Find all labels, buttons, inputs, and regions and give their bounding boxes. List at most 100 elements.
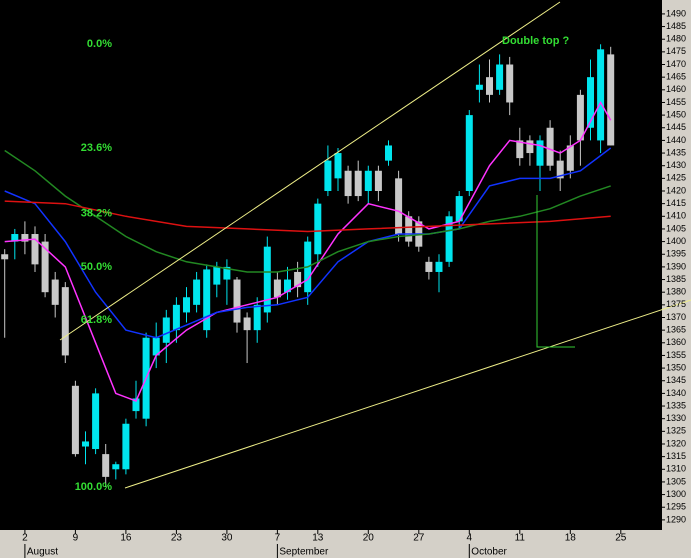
- x-tick-label: 16: [120, 533, 132, 544]
- y-tick-label: 1450: [666, 109, 686, 119]
- y-tick-label: 1370: [666, 312, 686, 322]
- moving-average: [4, 147, 612, 339]
- y-tick-label: 1470: [666, 59, 686, 69]
- moving-average: [4, 200, 611, 233]
- x-tick-label: 11: [515, 533, 526, 544]
- candle-body: [233, 279, 241, 323]
- candle-body: [364, 170, 372, 192]
- y-tick-label: 1360: [666, 337, 686, 347]
- y-tick-label: 1400: [666, 236, 686, 246]
- fib-label: 0.0%: [87, 38, 112, 50]
- y-tick-label: 1380: [666, 287, 686, 297]
- y-tick-label: 1325: [666, 426, 686, 436]
- candle-body: [122, 423, 130, 470]
- y-tick-label: 1290: [666, 514, 686, 524]
- y-tick-label: 1295: [666, 502, 686, 512]
- fib-label: 61.8%: [81, 314, 112, 326]
- candle-body: [405, 216, 413, 242]
- candle-body: [92, 393, 100, 450]
- candle-body: [576, 94, 584, 141]
- moving-average: [4, 100, 612, 402]
- candle-body: [324, 160, 332, 192]
- y-tick-label: 1385: [666, 274, 686, 284]
- fib-label: 38.2%: [81, 208, 112, 220]
- x-tick-label: 7: [275, 533, 281, 544]
- candle-body: [203, 269, 211, 331]
- candle-body: [556, 160, 564, 179]
- candle-body: [607, 54, 615, 146]
- y-tick-label: 1375: [666, 299, 686, 309]
- fib-label: 100.0%: [75, 481, 113, 493]
- candle-body: [213, 266, 221, 285]
- candle-body: [193, 279, 201, 305]
- y-tick-label: 1490: [666, 8, 686, 18]
- x-tick-label: 9: [73, 533, 79, 544]
- candle-body: [445, 216, 453, 262]
- candle-body: [273, 279, 281, 298]
- y-tick-label: 1460: [666, 84, 686, 94]
- candle-body: [51, 279, 59, 305]
- candle-body: [314, 203, 322, 255]
- moving-average: [4, 149, 611, 273]
- y-tick-label: 1410: [666, 211, 686, 221]
- fib-label: 50.0%: [81, 261, 112, 273]
- y-tick-label: 1350: [666, 362, 686, 372]
- candle-body: [71, 385, 79, 455]
- y-tick-label: 1340: [666, 388, 686, 398]
- projection-line: [536, 195, 575, 348]
- candle-body: [496, 64, 504, 90]
- y-tick-label: 1320: [666, 438, 686, 448]
- candle-body: [284, 279, 291, 293]
- y-tick-label: 1415: [666, 198, 686, 208]
- candle-body: [526, 140, 534, 154]
- candle-body: [243, 317, 251, 331]
- candle-body: [506, 64, 514, 103]
- candle-body: [597, 49, 605, 141]
- candle-body: [112, 464, 120, 470]
- y-tick-label: 1435: [666, 147, 686, 157]
- y-tick-label: 1330: [666, 413, 686, 423]
- x-tick-label: 18: [565, 533, 577, 544]
- candle-body: [425, 261, 433, 272]
- candle-body: [516, 140, 524, 159]
- candle-body: [132, 398, 140, 412]
- candle-body: [465, 115, 473, 192]
- candle-body: [385, 145, 392, 161]
- y-tick-label: 1405: [666, 223, 686, 233]
- y-tick-label: 1305: [666, 476, 686, 486]
- x-tick-label: 25: [615, 533, 627, 544]
- candle-body: [455, 196, 463, 222]
- month-label: September: [279, 547, 329, 558]
- y-tick-label: 1430: [666, 160, 686, 170]
- x-tick-label: 30: [221, 533, 233, 544]
- candle-body: [486, 77, 493, 95]
- x-tick-label: 23: [171, 533, 183, 544]
- candle-body: [223, 266, 231, 280]
- y-tick-label: 1475: [666, 46, 686, 56]
- y-tick-label: 1480: [666, 34, 686, 44]
- candle-body: [354, 170, 362, 197]
- y-tick-label: 1365: [666, 325, 686, 335]
- candle-body: [1, 254, 9, 260]
- candle-body: [566, 145, 574, 171]
- candle-body: [475, 84, 483, 90]
- candle-body: [263, 246, 271, 313]
- candle-body: [395, 178, 403, 235]
- candle-body: [31, 234, 39, 265]
- candle-body: [21, 234, 29, 242]
- y-tick-label: 1425: [666, 173, 686, 183]
- x-tick-label: 20: [363, 533, 375, 544]
- channel-lower: [124, 299, 691, 489]
- y-tick-label: 1315: [666, 451, 686, 461]
- candle-body: [374, 170, 382, 192]
- y-tick-label: 1300: [666, 489, 686, 499]
- y-tick-label: 1420: [666, 185, 686, 195]
- fib-label: 23.6%: [81, 142, 112, 154]
- y-tick-label: 1440: [666, 135, 686, 145]
- candle-body: [61, 287, 69, 356]
- candle-body: [102, 454, 110, 477]
- candle-body: [152, 337, 160, 356]
- month-label: August: [27, 547, 58, 558]
